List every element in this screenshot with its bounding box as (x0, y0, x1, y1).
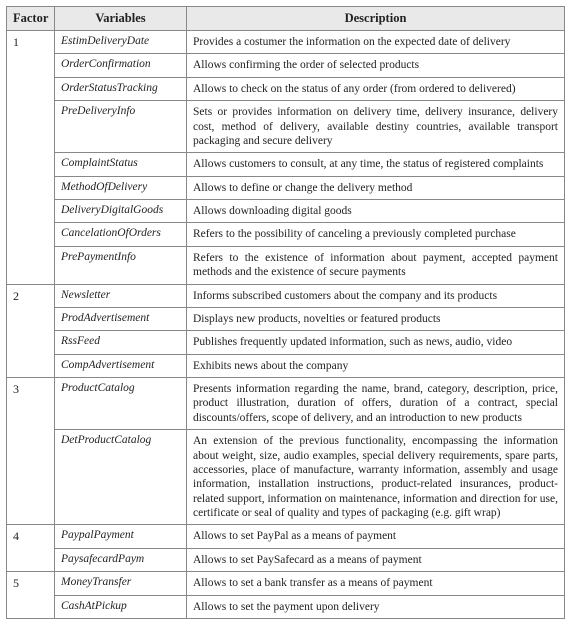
description-cell: Sets or provides information on delivery… (187, 101, 565, 153)
description-cell: Exhibits news about the company (187, 354, 565, 377)
description-cell: Refers to the existence of information a… (187, 246, 565, 284)
table-row: OrderStatusTrackingAllows to check on th… (7, 77, 565, 100)
variable-cell: EstimDeliveryDate (55, 31, 187, 54)
description-cell: Presents information regarding the name,… (187, 378, 565, 430)
variable-cell: DeliveryDigitalGoods (55, 200, 187, 223)
factor-cell: 1 (7, 31, 55, 285)
header-factor: Factor (7, 7, 55, 31)
description-cell: Allows to set the payment upon delivery (187, 595, 565, 618)
table-row: 5MoneyTransferAllows to set a bank trans… (7, 572, 565, 595)
table-row: 4PaypalPaymentAllows to set PayPal as a … (7, 525, 565, 548)
header-description: Description (187, 7, 565, 31)
description-cell: Allows to check on the status of any ord… (187, 77, 565, 100)
variable-cell: MoneyTransfer (55, 572, 187, 595)
table-row: OrderConfirmationAllows confirming the o… (7, 54, 565, 77)
table-row: RssFeedPublishes frequently updated info… (7, 331, 565, 354)
description-cell: An extension of the previous functionali… (187, 430, 565, 525)
description-cell: Informs subscribed customers about the c… (187, 284, 565, 307)
factor-cell: 3 (7, 378, 55, 525)
table-row: PaysafecardPaymAllows to set PaySafecard… (7, 548, 565, 571)
variable-cell: ComplaintStatus (55, 153, 187, 176)
table-row: DetProductCatalogAn extension of the pre… (7, 430, 565, 525)
variable-cell: CashAtPickup (55, 595, 187, 618)
variable-cell: PaypalPayment (55, 525, 187, 548)
description-cell: Allows confirming the order of selected … (187, 54, 565, 77)
table-row: PreDeliveryInfoSets or provides informat… (7, 101, 565, 153)
variable-cell: OrderConfirmation (55, 54, 187, 77)
factors-table: Factor Variables Description 1EstimDeliv… (6, 6, 565, 619)
table-row: CancelationOfOrdersRefers to the possibi… (7, 223, 565, 246)
description-cell: Publishes frequently updated information… (187, 331, 565, 354)
table-header-row: Factor Variables Description (7, 7, 565, 31)
factor-cell: 2 (7, 284, 55, 378)
description-cell: Allows customers to consult, at any time… (187, 153, 565, 176)
variable-cell: ProductCatalog (55, 378, 187, 430)
description-cell: Provides a costumer the information on t… (187, 31, 565, 54)
variable-cell: PreDeliveryInfo (55, 101, 187, 153)
variable-cell: DetProductCatalog (55, 430, 187, 525)
table-row: DeliveryDigitalGoodsAllows downloading d… (7, 200, 565, 223)
variable-cell: PrePaymentInfo (55, 246, 187, 284)
variable-cell: OrderStatusTracking (55, 77, 187, 100)
table-row: CashAtPickupAllows to set the payment up… (7, 595, 565, 618)
description-cell: Displays new products, novelties or feat… (187, 307, 565, 330)
table-row: ProdAdvertisementDisplays new products, … (7, 307, 565, 330)
description-cell: Allows downloading digital goods (187, 200, 565, 223)
table-row: 3ProductCatalogPresents information rega… (7, 378, 565, 430)
table-row: 1EstimDeliveryDateProvides a costumer th… (7, 31, 565, 54)
description-cell: Allows to set PaySafecard as a means of … (187, 548, 565, 571)
table-row: MethodOfDeliveryAllows to define or chan… (7, 176, 565, 199)
variable-cell: PaysafecardPaym (55, 548, 187, 571)
table-row: CompAdvertisementExhibits news about the… (7, 354, 565, 377)
factor-cell: 4 (7, 525, 55, 572)
table-row: PrePaymentInfoRefers to the existence of… (7, 246, 565, 284)
variable-cell: MethodOfDelivery (55, 176, 187, 199)
description-cell: Allows to define or change the delivery … (187, 176, 565, 199)
variable-cell: ProdAdvertisement (55, 307, 187, 330)
table-row: ComplaintStatusAllows customers to consu… (7, 153, 565, 176)
variable-cell: RssFeed (55, 331, 187, 354)
variable-cell: CancelationOfOrders (55, 223, 187, 246)
description-cell: Refers to the possibility of canceling a… (187, 223, 565, 246)
variable-cell: CompAdvertisement (55, 354, 187, 377)
factor-cell: 5 (7, 572, 55, 619)
description-cell: Allows to set PayPal as a means of payme… (187, 525, 565, 548)
description-cell: Allows to set a bank transfer as a means… (187, 572, 565, 595)
variable-cell: Newsletter (55, 284, 187, 307)
table-row: 2NewsletterInforms subscribed customers … (7, 284, 565, 307)
header-variables: Variables (55, 7, 187, 31)
